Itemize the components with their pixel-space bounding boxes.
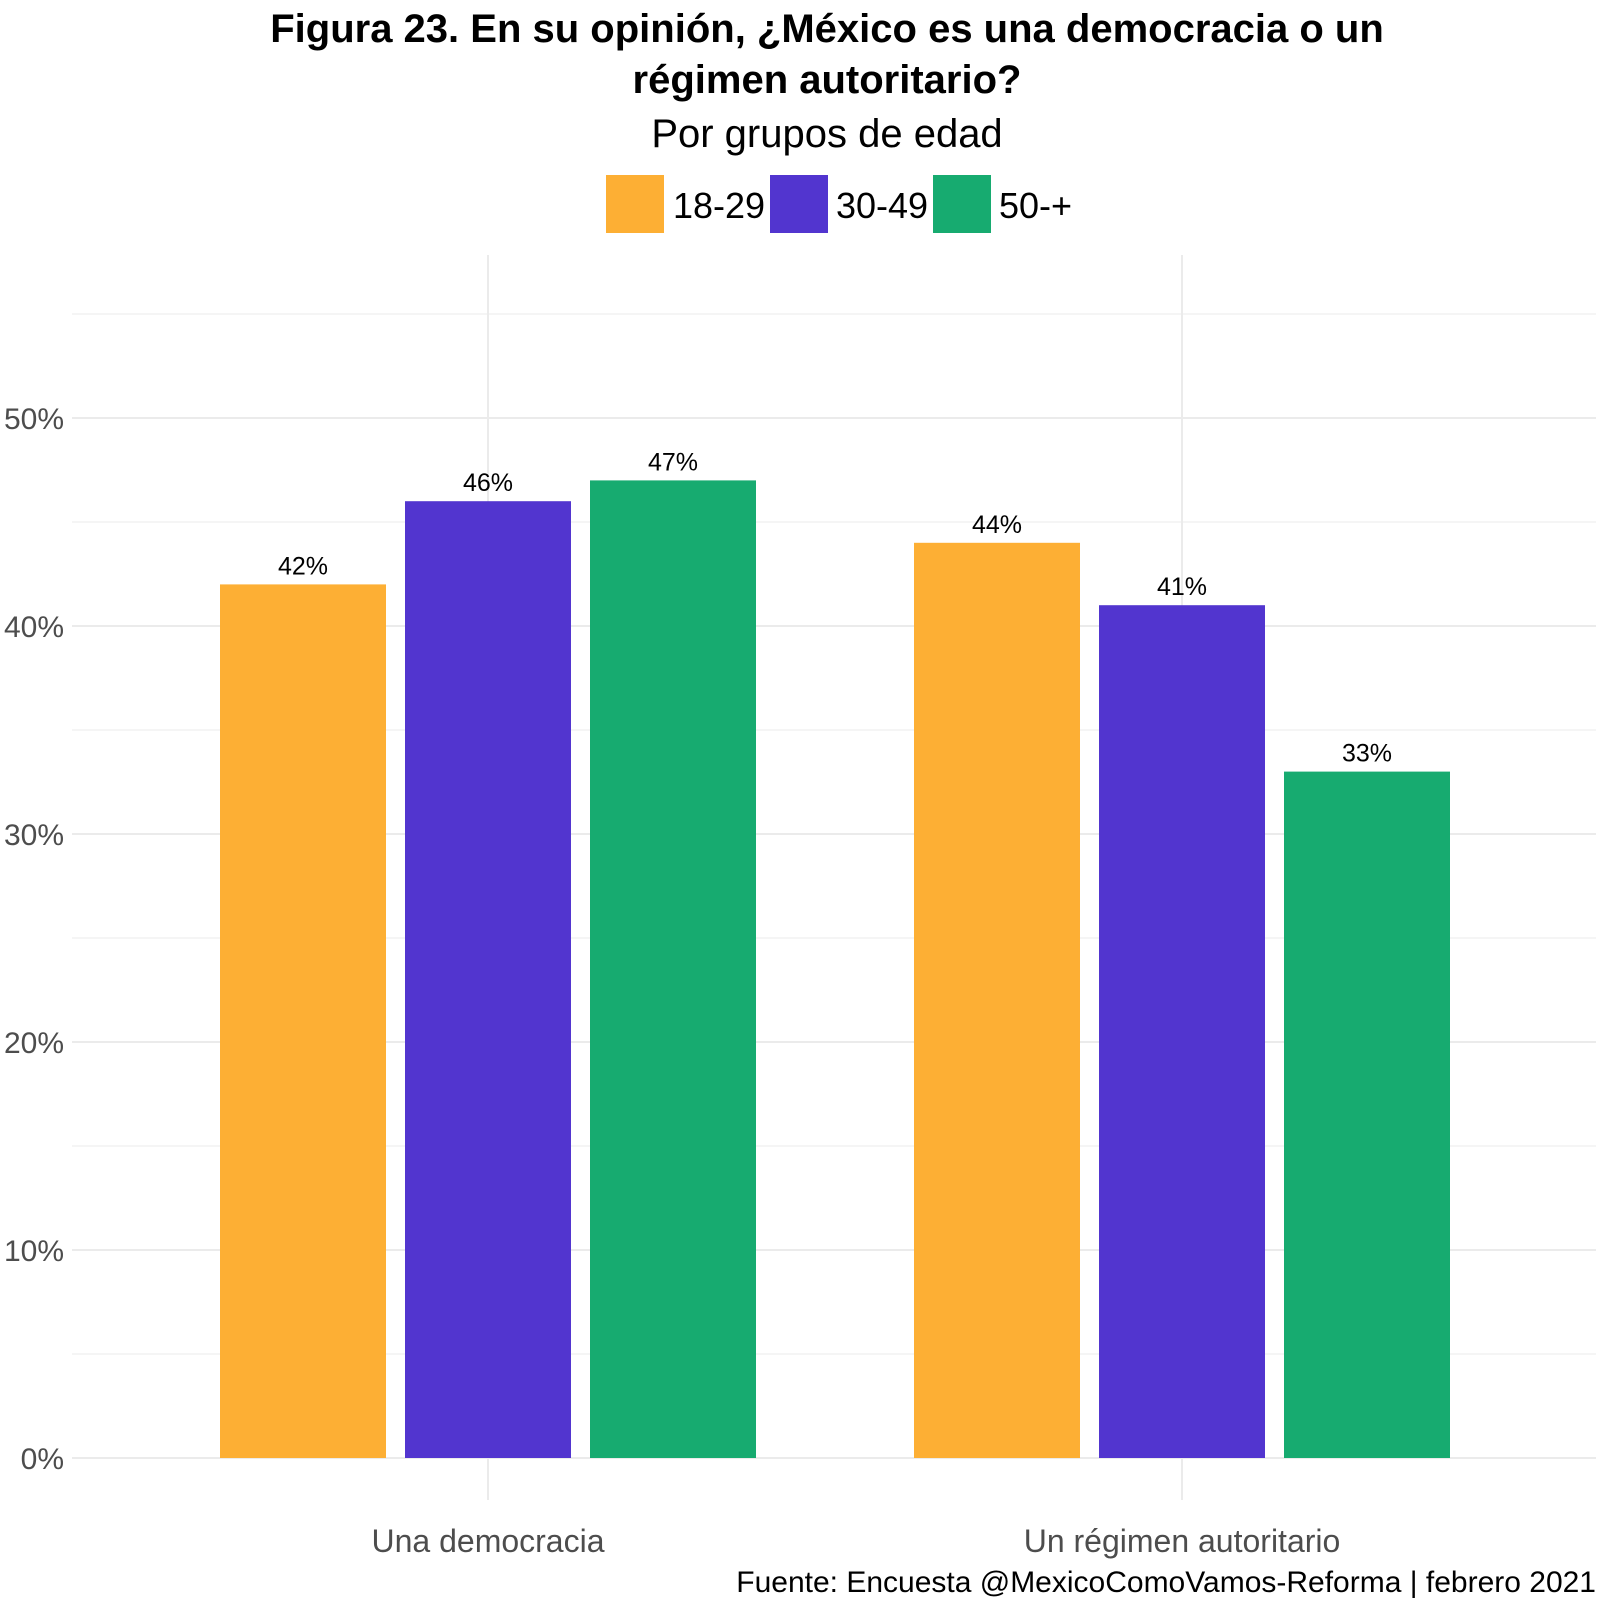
y-tick-label: 20% — [4, 1027, 64, 1060]
legend-label-18-29: 18-29 — [673, 185, 765, 226]
bar-value-label: 41% — [1157, 573, 1207, 601]
data-labels: 42% 46% 47% 44% 41% 33% — [278, 448, 1392, 767]
bar-value-label: 33% — [1342, 740, 1392, 768]
y-tick-label: 30% — [4, 819, 64, 852]
bar — [220, 584, 386, 1458]
bars — [220, 480, 1450, 1458]
chart-title-line-1: Figura 23. En su opinión, ¿México es una… — [270, 7, 1384, 51]
chart-title-line-2: régimen autoritario? — [633, 58, 1022, 102]
bar — [914, 542, 1080, 1458]
legend-label-30-49: 30-49 — [836, 185, 928, 226]
y-axis-tick-labels: 0% 10% 20% 30% 40% 50% — [4, 403, 64, 1476]
chart-subtitle: Por grupos de edad — [651, 112, 1002, 156]
y-tick-label: 10% — [4, 1235, 64, 1268]
bar-value-label: 42% — [278, 552, 328, 580]
bar — [590, 480, 756, 1458]
x-axis-category-labels: Una democracia Un régimen autoritario — [372, 1523, 1341, 1559]
bar — [405, 501, 571, 1458]
legend: 18-29 30-49 50-+ — [606, 175, 1072, 233]
legend-swatch-30-49 — [770, 175, 828, 233]
y-tick-label: 0% — [21, 1443, 64, 1476]
bar-value-label: 44% — [972, 511, 1022, 539]
legend-label-50-plus: 50-+ — [999, 185, 1072, 226]
y-tick-label: 40% — [4, 611, 64, 644]
legend-swatch-50-plus — [933, 175, 991, 233]
x-category-label: Una democracia — [372, 1523, 605, 1559]
legend-swatch-18-29 — [606, 175, 664, 233]
bar-value-label: 46% — [463, 469, 513, 497]
bar-value-label: 47% — [648, 448, 698, 476]
bar — [1284, 771, 1450, 1458]
y-tick-label: 50% — [4, 403, 64, 436]
x-category-label: Un régimen autoritario — [1024, 1523, 1341, 1559]
chart-caption: Fuente: Encuesta @MexicoComoVamos-Reform… — [736, 1566, 1596, 1599]
bar — [1099, 605, 1265, 1458]
